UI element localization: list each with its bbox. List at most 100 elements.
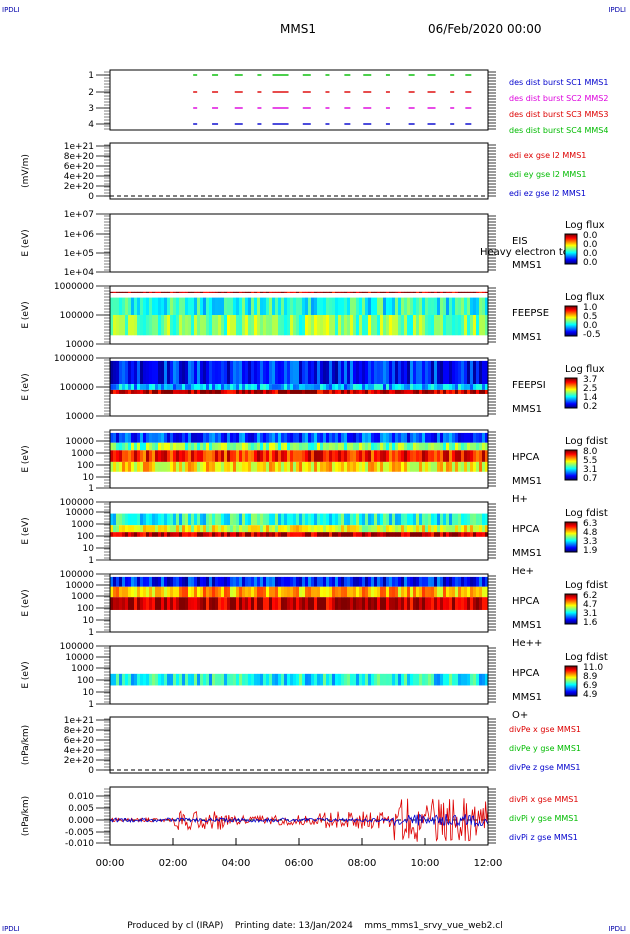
heatmap-cell [434, 461, 438, 472]
heatmap-cell [419, 315, 423, 336]
heatmap-cell [314, 597, 318, 610]
heatmap-cell [368, 297, 372, 315]
heatmap-cell [248, 513, 252, 526]
heatmap-cell [365, 360, 369, 385]
panel-label: MMS1 [512, 620, 542, 631]
heatmap-cell [233, 586, 237, 598]
colorbar-cell [565, 450, 577, 452]
heatmap-cell [179, 297, 183, 315]
heatmap-cell [371, 673, 375, 686]
heatmap-cell [158, 432, 162, 443]
heatmap-cell [410, 532, 414, 537]
colorbar-cell [565, 610, 577, 612]
heatmap-cell [221, 384, 225, 390]
heatmap-cell [266, 576, 270, 587]
colorbar-cell [565, 458, 577, 460]
panel-label: FEEPSI [512, 380, 546, 391]
heatmap-cell [212, 532, 216, 537]
heatmap-cell [380, 315, 384, 336]
heatmap-cell [284, 384, 288, 390]
heatmap-cell [326, 532, 330, 537]
heatmap-cell [215, 297, 219, 315]
heatmap-cell [164, 576, 168, 587]
heatmap-cell [242, 450, 246, 462]
heatmap-cell [245, 586, 249, 598]
heatmap-cell [302, 360, 306, 385]
colorbar-cell [565, 318, 577, 320]
heatmap-cell [419, 597, 423, 610]
heatmap-cell [419, 461, 423, 472]
corner-label-tr: IPDLI [608, 6, 626, 14]
heatmap-cell [326, 384, 330, 390]
heatmap-cell [389, 384, 393, 390]
heatmap-cell [296, 432, 300, 443]
heatmap-cell [407, 461, 411, 472]
heatmap-cell [407, 315, 411, 336]
heatmap-cell [347, 525, 351, 533]
heatmap-cell [350, 442, 354, 451]
colorbar-cell [565, 542, 577, 544]
heatmap-cell [374, 532, 378, 537]
heatmap-cell [173, 360, 177, 385]
heatmap-cell [404, 315, 408, 336]
heatmap-cell [410, 291, 414, 293]
heatmap-cell [194, 673, 198, 686]
heatmap-cell [296, 513, 300, 526]
heatmap-cell [110, 576, 114, 587]
heatmap-cell [149, 586, 153, 598]
heatmap-cell [455, 450, 459, 462]
heatmap-cell [479, 576, 483, 587]
heatmap-cell [428, 532, 432, 537]
heatmap-cell [428, 461, 432, 472]
heatmap-cell [296, 586, 300, 598]
heatmap-cell [350, 673, 354, 686]
heatmap-cell [134, 442, 138, 451]
colorbar-cell [565, 678, 577, 680]
footer-filename: mms_mms1_srvy_vue_web2.cl [364, 921, 503, 931]
heatmap-cell [149, 360, 153, 385]
heatmap-cell [398, 291, 402, 293]
heatmap-cell [440, 673, 444, 686]
heatmap-cell [218, 576, 222, 587]
heatmap-cell [302, 450, 306, 462]
heatmap-cell [458, 297, 462, 315]
heatmap-cell [458, 586, 462, 598]
heatmap-cell [281, 291, 285, 293]
heatmap-cell [191, 525, 195, 533]
heatmap-cell [368, 513, 372, 526]
colorbar-cell [565, 476, 577, 478]
heatmap-cell [386, 597, 390, 610]
burst-mark [193, 91, 198, 93]
heatmap-cell [212, 673, 216, 686]
heatmap-cell [146, 442, 150, 451]
heatmap-cell [254, 442, 258, 451]
heatmap-cell [137, 450, 141, 462]
heatmap-cell [317, 291, 321, 293]
heatmap-cell [245, 297, 249, 315]
heatmap-cell [440, 291, 444, 293]
heatmap-cell [299, 513, 303, 526]
heatmap-cell [233, 291, 237, 293]
heatmap-cell [476, 315, 480, 336]
heatmap-cell [353, 450, 357, 462]
burst-mark [325, 123, 330, 125]
heatmap-cell [119, 532, 123, 537]
heatmap-cell [158, 532, 162, 537]
heatmap-cell [365, 673, 369, 686]
heatmap-cell [395, 576, 399, 587]
heatmap-cell [260, 384, 264, 390]
colorbar-cell [565, 451, 577, 453]
heatmap-cell [389, 673, 393, 686]
heatmap-cell [203, 360, 207, 385]
panel-label: MMS1 [512, 404, 542, 415]
heatmap-cell [302, 384, 306, 390]
heatmap-cell [290, 291, 294, 293]
heatmap-cell [314, 450, 318, 462]
heatmap-cell [470, 532, 474, 537]
heatmap-cell [200, 384, 204, 390]
heatmap-cell [446, 450, 450, 462]
colorbar-cell [565, 549, 577, 551]
heatmap-cell [200, 576, 204, 587]
heatmap-cell [350, 291, 354, 293]
colorbar-cell [565, 690, 577, 692]
